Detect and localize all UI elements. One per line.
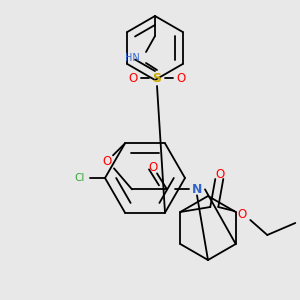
Text: O: O <box>176 71 186 85</box>
Text: O: O <box>148 161 158 174</box>
Text: O: O <box>102 155 112 168</box>
Text: N: N <box>192 183 202 196</box>
Text: S: S <box>152 71 161 85</box>
Text: O: O <box>238 208 247 221</box>
Text: HN: HN <box>125 53 140 63</box>
Text: O: O <box>128 71 138 85</box>
Text: Cl: Cl <box>75 173 85 183</box>
Text: O: O <box>216 167 225 181</box>
